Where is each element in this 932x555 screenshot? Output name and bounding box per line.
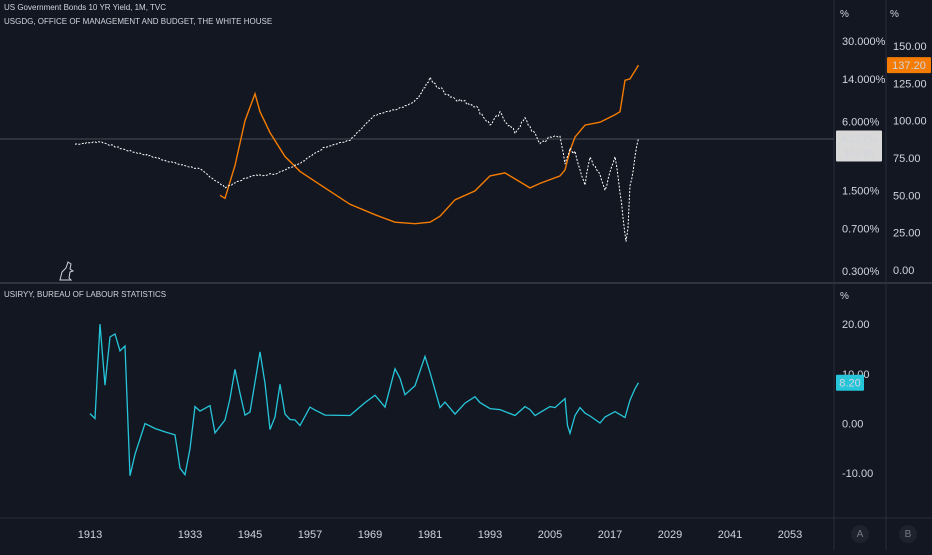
time-axis-tick-label: 1945: [238, 529, 262, 541]
lower-unit-label: %: [840, 291, 849, 302]
upper-right-tick-label: 0.00: [893, 265, 914, 277]
time-axis-tick-label: 2041: [718, 529, 742, 541]
cpi-yoy-series-line[interactable]: [89, 324, 640, 477]
upper-left-tick-label: 14.000%: [842, 74, 886, 86]
time-axis-tick-label: 1933: [178, 529, 202, 541]
auto-scale-button[interactable]: A: [851, 525, 869, 543]
upper-left-tick-label: 1.500%: [842, 186, 880, 198]
yield-series-line[interactable]: [74, 76, 639, 242]
upper-right-tick-label: 75.00: [893, 153, 921, 165]
time-axis-tick-label: 1913: [78, 529, 102, 541]
upper-right-unit-label: %: [890, 9, 899, 20]
time-axis-tick-label: 1969: [358, 529, 382, 541]
upper-right-tick-label: 25.00: [893, 228, 921, 240]
chart-title: US Government Bonds 10 YR Yield, 1M, TVC: [4, 3, 167, 12]
upper-right-tick-label: 125.00: [893, 78, 927, 90]
cpi-value-badge-label: 8.20: [839, 378, 860, 390]
lower-tick-label: 0.00: [842, 419, 863, 431]
debt-value-badge-label: 137.20: [892, 60, 926, 72]
cpi-value-badge: [836, 374, 864, 391]
upper-left-tick-label: 0.300%: [842, 266, 880, 278]
yield-value-badge: [836, 130, 882, 162]
upper-left-tick-label: 6.000%: [842, 116, 880, 128]
upper-left-tick-label: 30.000%: [842, 36, 886, 48]
time-axis-tick-label: 2005: [538, 529, 562, 541]
upper-left-unit-label: %: [840, 9, 849, 20]
upper-left-tick-label: 0.700%: [842, 224, 880, 236]
lower-tick-label: 20.00: [842, 319, 870, 331]
time-axis-tick-label: 1957: [298, 529, 322, 541]
yield-value-badge-label: 4.257%: [840, 134, 878, 146]
chart-subtitle: USGDG, OFFICE OF MANAGEMENT AND BUDGET, …: [4, 17, 273, 26]
lower-tick-label: -10.00: [842, 468, 873, 480]
upper-right-tick-label: 100.00: [893, 116, 927, 128]
time-axis-tick-label: 2029: [658, 529, 682, 541]
upper-right-tick-label: 150.00: [893, 41, 927, 53]
bars-button[interactable]: B: [899, 525, 917, 543]
yield-countdown-label: 10d 8h: [844, 149, 875, 160]
time-axis-tick-label: 1993: [478, 529, 502, 541]
time-axis-tick-label: 2017: [598, 529, 622, 541]
upper-right-tick-label: 50.00: [893, 190, 921, 202]
dino-logo-icon: [59, 261, 75, 281]
lower-pane-title: USIRYY, BUREAU OF LABOUR STATISTICS: [4, 290, 167, 299]
time-axis-tick-label: 1981: [418, 529, 442, 541]
debt-value-badge: [887, 57, 931, 74]
time-axis-tick-label: 2053: [778, 529, 802, 541]
debt-to-gdp-series-line[interactable]: [219, 64, 640, 225]
